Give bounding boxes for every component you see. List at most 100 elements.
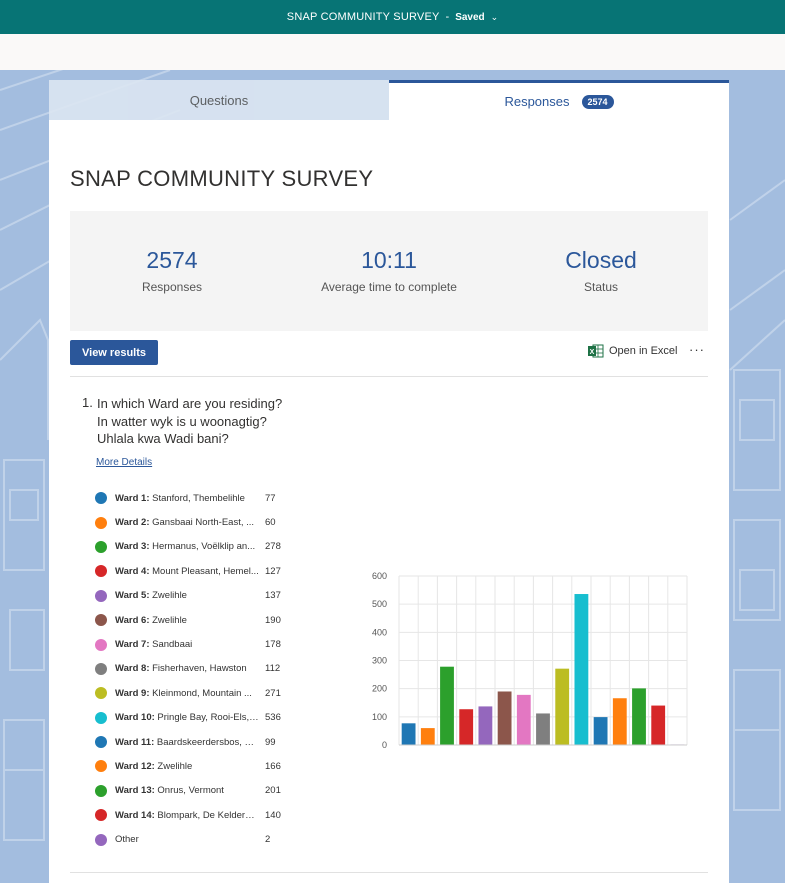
stat-label: Status [583, 280, 619, 294]
legend-item: Ward 12: Zwelihle 166 [95, 754, 295, 778]
legend-count: 137 [265, 590, 281, 602]
summary-stats: 2574 Responses 10:11 Average time to com… [70, 211, 708, 331]
open-in-excel-button[interactable]: X Open in Excel [588, 344, 677, 358]
legend-ward: Ward 14: [115, 809, 155, 821]
legend-item: Ward 3: Hermanus, Voëlklip an... 278 [95, 535, 295, 559]
legend-swatch [95, 809, 107, 822]
bar [632, 688, 646, 745]
responses-count-badge: 2574 [581, 94, 614, 109]
legend-item: Ward 9: Kleinmond, Mountain ... 271 [95, 681, 295, 705]
legend-count: 178 [265, 639, 281, 651]
bar [420, 728, 435, 745]
legend-swatch [95, 711, 107, 724]
legend-item: Ward 6: Zwelihle 190 [95, 608, 295, 632]
y-tick-label: 600 [372, 571, 387, 581]
legend-count: 60 [265, 517, 276, 529]
legend-count: 112 [265, 663, 281, 675]
more-options-icon[interactable]: ··· [689, 342, 705, 357]
chevron-down-icon[interactable]: ⌄ [490, 11, 499, 22]
form-title[interactable]: SNAP COMMUNITY SURVEY [286, 11, 440, 23]
saved-status: Saved [455, 11, 485, 23]
legend-count: 536 [265, 712, 281, 724]
legend-swatch [95, 736, 107, 749]
legend-count: 127 [265, 565, 281, 577]
stat-average-time: 10:11 Average time to complete [289, 247, 489, 294]
legend-swatch [95, 784, 107, 797]
command-bar [0, 34, 785, 70]
survey-title: SNAP COMMUNITY SURVEY [70, 166, 374, 191]
legend-label: Ward 10: Pringle Bay, Rooi-Els, ... [115, 712, 259, 723]
bar [478, 706, 493, 745]
legend-place: Sandbaai [149, 639, 193, 651]
legend-count: 201 [265, 785, 281, 797]
tab-responses-label: Responses [504, 94, 570, 109]
legend-ward: Ward 8: [115, 663, 150, 675]
excel-icon: X [588, 344, 604, 358]
legend-ward: Ward 13: [115, 785, 155, 797]
legend-item: Ward 2: Gansbaai North-East, ... 60 [95, 510, 295, 534]
legend-ward: Ward 4: [115, 565, 150, 577]
view-results-button[interactable]: View results [70, 340, 158, 365]
legend-label: Ward 7: Sandbaai [115, 639, 259, 650]
legend-place: Onrus, Vermont [154, 785, 224, 797]
stat-value: 10:11 [361, 247, 417, 273]
legend-count: 190 [265, 614, 281, 626]
legend-count: 99 [265, 736, 276, 748]
legend-place: Zwelihle [154, 760, 193, 772]
legend-place: Blompark, De Kelders,... [154, 809, 259, 821]
bar [555, 668, 570, 745]
stat-label: Responses [141, 280, 203, 294]
tab-questions-label: Questions [189, 92, 249, 108]
bar [516, 694, 531, 745]
legend-place: Stanford, Thembelihle [149, 492, 245, 504]
legend-label: Ward 3: Hermanus, Voëlklip an... [115, 541, 259, 552]
legend-count: 77 [265, 492, 276, 504]
legend-count: 140 [265, 809, 281, 821]
legend-place: Zwelihle [149, 614, 187, 626]
question-text: In which Ward are you residing? In watte… [97, 395, 282, 448]
legend-swatch [95, 589, 107, 602]
tab-responses[interactable]: Responses 2574 [389, 80, 729, 120]
legend-swatch [95, 638, 107, 651]
legend-label: Ward 2: Gansbaai North-East, ... [115, 517, 259, 528]
legend-label: Ward 5: Zwelihle [115, 590, 259, 601]
bar [574, 594, 589, 745]
legend-item: Ward 13: Onrus, Vermont 201 [95, 779, 295, 803]
legend-ward: Ward 2: [115, 517, 150, 529]
stat-value: 2574 [146, 247, 198, 273]
legend-label: Ward 12: Zwelihle [115, 761, 259, 772]
tab-questions[interactable]: Questions [49, 80, 389, 120]
legend-place: Kleinmond, Mountain ... [149, 687, 252, 699]
bar [651, 705, 666, 745]
divider [70, 376, 708, 377]
y-tick-label: 300 [372, 656, 387, 666]
legend-place: Pringle Bay, Rooi-Els, ... [154, 712, 259, 724]
legend-ward: Ward 1: [115, 492, 150, 504]
responses-panel: SNAP COMMUNITY SURVEY 2574 Responses 10:… [49, 120, 729, 883]
divider [70, 872, 708, 873]
y-tick-label: 200 [372, 684, 387, 694]
legend-swatch [95, 687, 107, 700]
bar [440, 666, 454, 745]
legend-label: Ward 13: Onrus, Vermont [115, 785, 259, 796]
stat-label: Average time to complete [321, 280, 457, 294]
legend-label: Ward 6: Zwelihle [115, 615, 259, 626]
legend-ward: Ward 10: [115, 712, 155, 724]
legend-label: Ward 4: Mount Pleasant, Hemel... [115, 566, 259, 577]
bar [497, 691, 512, 745]
legend-label: Ward 14: Blompark, De Kelders,... [115, 810, 259, 821]
legend-item: Ward 7: Sandbaai 178 [95, 632, 295, 656]
stat-responses: 2574 Responses [72, 247, 272, 294]
legend-item: Ward 5: Zwelihle 137 [95, 584, 295, 608]
bar [593, 717, 608, 745]
legend-swatch [95, 760, 107, 773]
legend-label: Ward 11: Baardskeerdersbos, El... [115, 737, 259, 748]
legend-label: Ward 9: Kleinmond, Mountain ... [115, 688, 259, 699]
y-tick-label: 400 [372, 627, 387, 637]
legend-ward: Ward 7: [115, 639, 150, 651]
more-details-link[interactable]: More Details [96, 457, 153, 468]
legend-item: Ward 10: Pringle Bay, Rooi-Els, ... 536 [95, 706, 295, 730]
question-line-afrikaans: In watter wyk is u woonagtig? [97, 413, 267, 429]
legend-ward: Ward 12: [115, 760, 155, 772]
legend-count: 271 [265, 687, 281, 699]
